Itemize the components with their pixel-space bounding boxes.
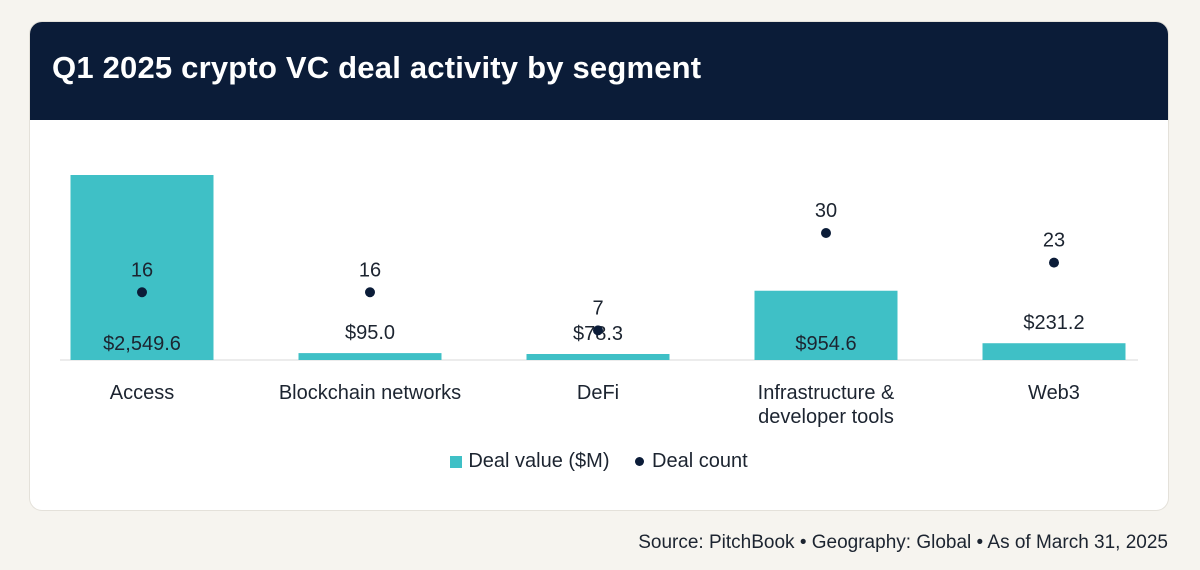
legend-dot-swatch <box>635 457 645 467</box>
legend-deal-count: Deal count <box>635 450 748 473</box>
deal-value-bar <box>70 175 214 360</box>
deal-value-label: $954.6 <box>795 333 856 355</box>
deal-value-label: $231.2 <box>1023 312 1084 334</box>
deal-count-label: 30 <box>815 200 837 222</box>
category-label: developer tools <box>758 406 894 428</box>
deal-count-dot <box>365 287 375 298</box>
deal-value-bar <box>982 343 1126 360</box>
source-note: Source: PitchBook • Geography: Global • … <box>638 532 1168 553</box>
deal-value-bar <box>526 354 670 360</box>
chart-title: Q1 2025 crypto VC deal activity by segme… <box>52 50 702 85</box>
deal-count-label: 7 <box>592 297 603 319</box>
category-label: Access <box>110 382 174 404</box>
deal-count-label: 23 <box>1043 230 1065 252</box>
category-label: Blockchain networks <box>279 382 461 404</box>
legend-bar-swatch <box>450 455 463 468</box>
category-label: Web3 <box>1028 382 1080 404</box>
deal-count-label: 16 <box>131 259 153 281</box>
deal-count-dot <box>137 287 147 298</box>
deal-value-label: $95.0 <box>345 322 395 344</box>
legend-deal-value-label: Deal value ($M) <box>468 450 610 473</box>
deal-count-dot <box>593 325 603 336</box>
category-label: DeFi <box>577 382 619 404</box>
chart-legend: Deal value ($M) Deal count <box>30 450 1168 473</box>
deal-count-dot <box>1049 257 1059 268</box>
chart-plot-area: $2,549.6 16 Access $95.0 16 Blockchain networ… <box>60 175 1138 428</box>
deal-value-label: $2,549.6 <box>103 333 181 355</box>
chart-card: Q1 2025 crypto VC deal activity by segme… <box>30 22 1168 510</box>
legend-deal-value: Deal value ($M) <box>450 450 609 473</box>
legend-deal-count-label: Deal count <box>652 450 748 473</box>
deal-value-bar <box>754 290 898 360</box>
deal-count-dot <box>821 227 831 238</box>
category-label: Infrastructure & <box>758 382 895 404</box>
deal-value-bar <box>298 353 442 360</box>
chart-header: Q1 2025 crypto VC deal activity by segme… <box>30 22 1168 120</box>
deal-count-label: 16 <box>359 259 381 281</box>
